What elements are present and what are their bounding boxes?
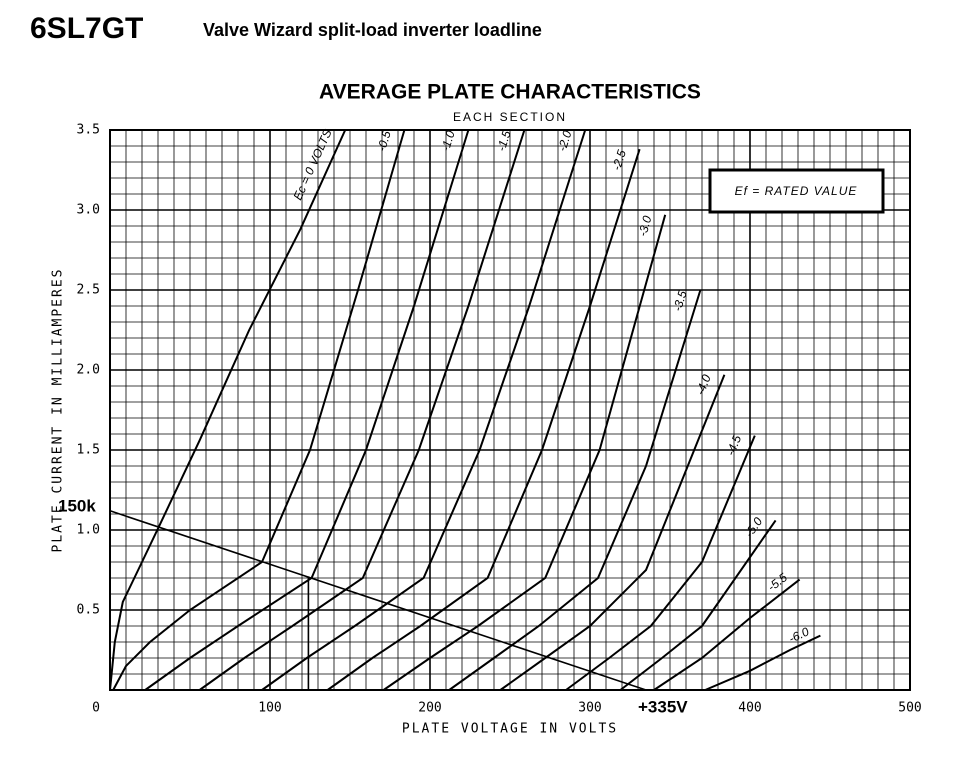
page-subtitle: Valve Wizard split-load inverter loadlin…	[203, 20, 542, 40]
x-tick-label: 500	[898, 701, 921, 716]
y-tick-label: 1.5	[77, 443, 100, 458]
plate-curve	[704, 634, 821, 691]
plate-curve	[327, 148, 641, 691]
chart-subtitle: EACH SECTION	[453, 110, 567, 124]
x-axis-label: PLATE VOLTAGE IN VOLTS	[402, 722, 618, 737]
curve-label: -0.5	[374, 129, 393, 153]
plot-frame	[109, 129, 911, 691]
y-tick-label: 3.0	[77, 203, 100, 218]
y-tick-label: 0.5	[77, 603, 100, 618]
y-tick-label: 2.5	[77, 283, 100, 298]
plate-curve	[199, 129, 526, 691]
curve-label: -1.5	[494, 129, 514, 153]
plate-curve	[653, 578, 801, 691]
curve-label: -2.5	[609, 148, 629, 172]
plate-curve	[565, 435, 756, 691]
chart-title: AVERAGE PLATE CHARACTERISTICS	[319, 81, 701, 104]
loadline-label: 150k	[58, 496, 96, 515]
curve-label: -1.0	[438, 129, 458, 153]
x-tick-label: 100	[258, 701, 281, 716]
y-tick-label: 3.5	[77, 123, 100, 138]
y-axis-label: PLATE CURRENT IN MILLIAMPERES	[51, 268, 66, 553]
plate-curve	[261, 129, 587, 691]
loadline	[109, 510, 647, 691]
plate-curve	[499, 374, 726, 691]
plate-curve	[112, 129, 406, 691]
x-tick-label: 400	[738, 701, 761, 716]
note: Ef = RATED VALUE	[735, 184, 858, 198]
loadline-end-label: +335V	[638, 697, 688, 716]
y-tick-label: 2.0	[77, 363, 100, 378]
y-tick-label: 1.0	[77, 523, 100, 538]
plate-curve	[619, 519, 777, 691]
plate-curve	[448, 289, 702, 691]
curve-label: -3.0	[635, 214, 654, 238]
x-tick-label: 300	[578, 701, 601, 716]
page-title: 6SL7GT	[30, 12, 143, 45]
x-tick-label: 200	[418, 701, 441, 716]
note-box	[708, 168, 885, 214]
plate-curve	[383, 214, 667, 691]
plate-curve	[109, 129, 347, 691]
x-tick-label: 0	[92, 701, 100, 716]
curve-label: -2.0	[555, 129, 575, 153]
curve-label: -3.5	[670, 289, 690, 313]
